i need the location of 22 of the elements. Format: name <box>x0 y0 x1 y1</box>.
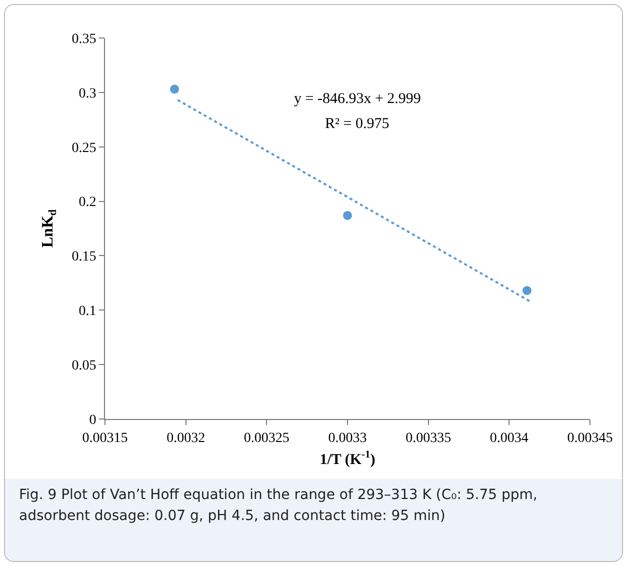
x-tick-label: 0.0032 <box>166 430 206 446</box>
x-tick-label: 0.00345 <box>567 430 613 446</box>
point <box>343 210 352 220</box>
caption: Fig. 9 Plot of Van’t Hoff equation in the range of 293–313 K (C₀: 5.75 ppm, adsorbent dosage: 0.07 g, pH 4.5, and contact time: 95 min) <box>5 479 624 563</box>
annotation: R² = 0.975 <box>325 116 390 132</box>
y-tick-label: 0.15 <box>72 250 96 265</box>
x-axis-title: 1/T (K$^{-1}$) <box>320 450 376 468</box>
y-tick-label: 0.25 <box>72 140 96 156</box>
x-tick-label: 0.00325 <box>244 430 290 446</box>
y-tick-label: 0.2 <box>78 195 96 210</box>
x-tick-label: 0.0034 <box>490 430 528 446</box>
point <box>522 286 532 296</box>
y-tick-label: 0.3 <box>78 86 96 102</box>
x-tick-label: 0.0033 <box>328 430 367 446</box>
x-tick-label: 0.00315 <box>82 430 128 446</box>
x-tick-label: 0.00335 <box>406 430 452 446</box>
y-tick-label: 0.05 <box>72 358 96 374</box>
annotation: y = -846.93x + 2.999 <box>294 91 421 107</box>
y-tick-label: 0.35 <box>72 32 96 47</box>
point <box>170 84 180 94</box>
y-tick-label: 0 <box>89 412 96 428</box>
y-tick-label: 0.1 <box>78 304 96 320</box>
